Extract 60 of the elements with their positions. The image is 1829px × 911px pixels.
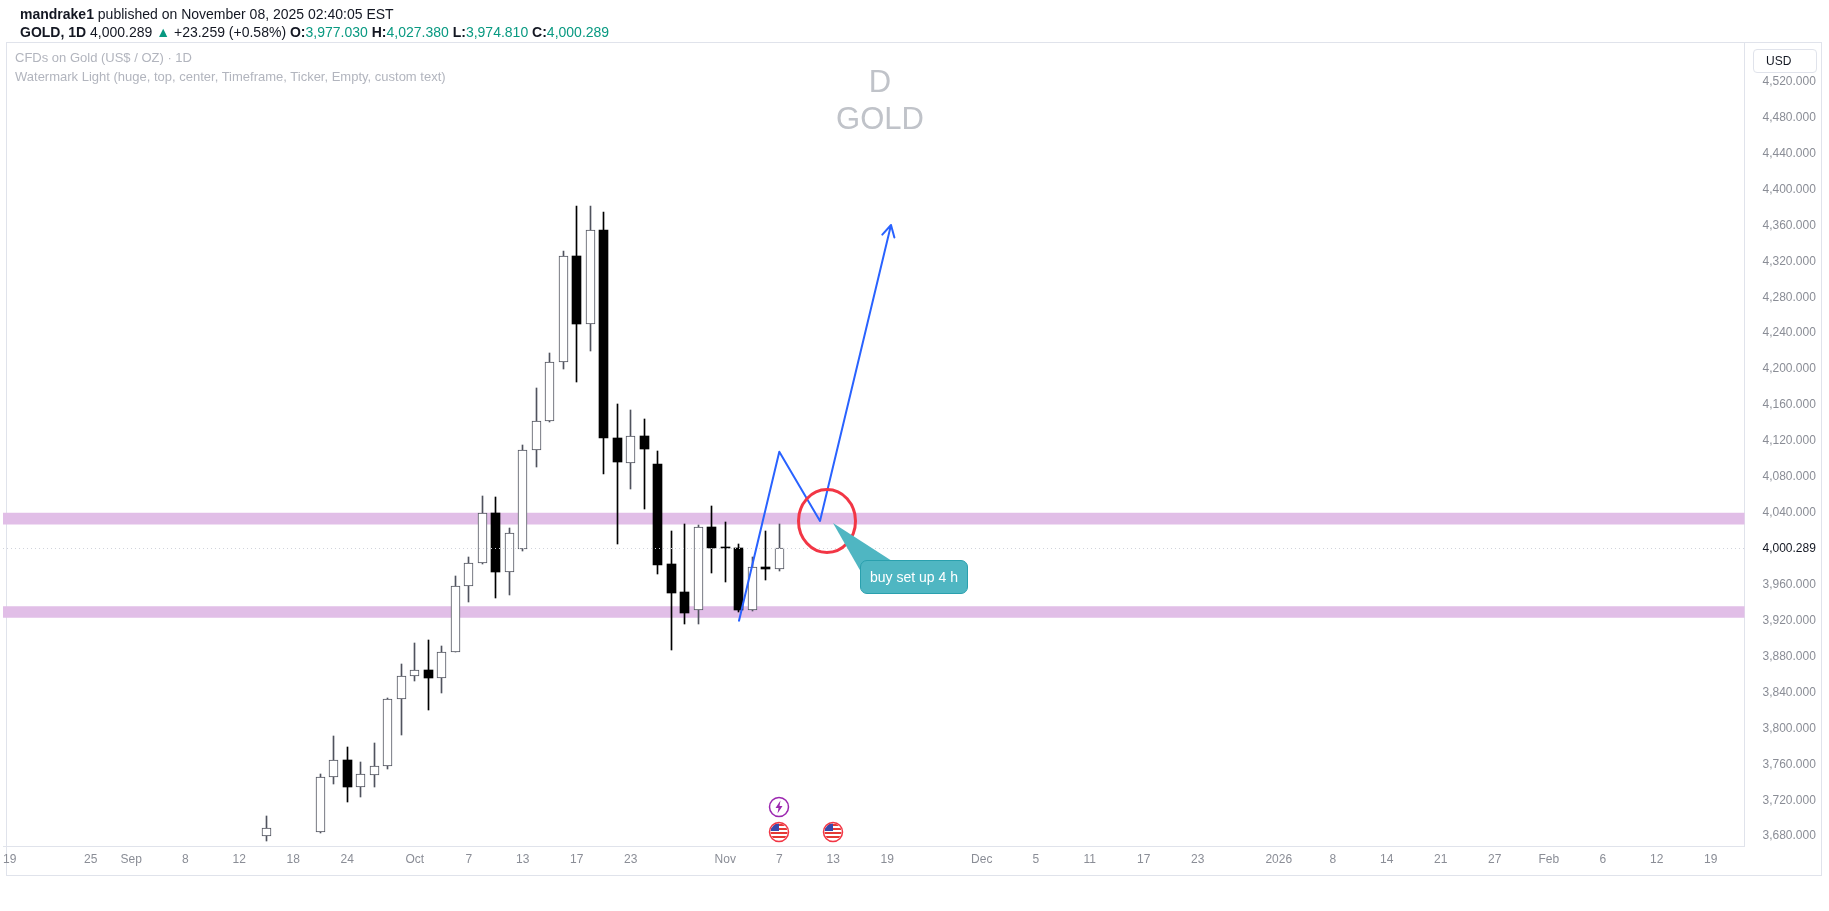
x-tick-label: 8 <box>1329 851 1337 866</box>
x-tick-label: 7 <box>465 851 473 866</box>
x-tick-label: Oct <box>405 851 425 866</box>
y-tick-label: 3,880.000 <box>1762 648 1817 663</box>
x-tick-label: 27 <box>1488 851 1502 866</box>
x-tick-label: 14 <box>1380 851 1394 866</box>
x-tick-label: 11 <box>1083 851 1097 866</box>
x-tick-label: 12 <box>1650 851 1664 866</box>
y-tick-label: 3,920.000 <box>1762 612 1817 627</box>
y-tick-label: 4,040.000 <box>1762 505 1817 520</box>
x-tick-label: 19 <box>3 851 17 866</box>
y-tick-label: 4,440.000 <box>1762 145 1817 160</box>
x-tick-label: 13 <box>826 851 841 866</box>
x-tick-label: 17 <box>570 851 584 866</box>
x-tick-label: 8 <box>181 851 189 866</box>
y-tick-label: 4,320.000 <box>1762 253 1817 268</box>
y-tick-label: 4,120.000 <box>1762 433 1817 448</box>
x-tick-label: 12 <box>232 851 247 866</box>
y-tick-label: 3,960.000 <box>1762 576 1817 591</box>
text: mandrake1 published on November 08, 2025 02:40:05 EST <box>20 6 394 22</box>
y-tick-label: 4,520.000 <box>1762 73 1817 88</box>
y-tick-label: 3,840.000 <box>1762 684 1817 699</box>
x-tick-label: 23 <box>624 851 638 866</box>
x-tick-label: 19 <box>1704 851 1718 866</box>
ref-line-label: 4,000.289 <box>1762 540 1817 555</box>
x-tick-label: 2026 <box>1265 851 1293 866</box>
y-tick-label: 4,400.000 <box>1762 181 1817 196</box>
x-tick-label: 17 <box>1137 851 1151 866</box>
x-tick-label: 19 <box>880 851 895 866</box>
x-tick-label: 13 <box>516 851 530 866</box>
y-tick-label: 3,760.000 <box>1762 756 1817 771</box>
x-tick-label: 21 <box>1434 851 1448 866</box>
y-tick-label: 4,200.000 <box>1762 361 1817 376</box>
x-tick-label: Sep <box>120 851 143 866</box>
y-tick-label: 4,080.000 <box>1762 469 1817 484</box>
y-tick-label: 4,240.000 <box>1762 325 1817 340</box>
annotation: D <box>867 64 893 100</box>
x-tick-label: 5 <box>1032 851 1040 866</box>
y-tick-label: 3,800.000 <box>1762 720 1817 735</box>
x-tick-label: 23 <box>1191 851 1205 866</box>
x-tick-label: 24 <box>340 851 355 866</box>
annotation: buy set up 4 h <box>860 560 968 594</box>
x-tick-label: 7 <box>775 851 783 866</box>
y-tick-label: 3,720.000 <box>1762 792 1817 807</box>
annotation: GOLD <box>835 101 925 137</box>
y-tick-label: 4,280.000 <box>1762 289 1817 304</box>
x-tick-label: 18 <box>286 851 301 866</box>
text: CFDs on Gold (US$ / OZ) · 1D <box>15 50 192 65</box>
x-tick-label: Dec <box>971 851 993 866</box>
y-tick-label: 4,360.000 <box>1762 217 1817 232</box>
x-tick-label: Nov <box>714 851 736 866</box>
x-tick-label: 25 <box>84 851 98 866</box>
y-tick-label: 4,160.000 <box>1762 397 1817 412</box>
x-tick-label: 6 <box>1599 851 1607 866</box>
annotation: Watermark Light (huge, top, center, Timeframe, Ticker, Empty, custom text) <box>15 69 446 84</box>
x-tick-label: Feb <box>1538 851 1560 866</box>
text: GOLD, 1D 4,000.289 ▲ +23.259 (+0.58%) O:3,977.030 H:4,027.380 L:3,974.810 C:4,000.289 <box>20 24 610 40</box>
y-tick-label: 3,680.000 <box>1762 828 1817 843</box>
text: USD <box>1753 49 1817 73</box>
y-tick-label: 4,480.000 <box>1762 109 1817 124</box>
